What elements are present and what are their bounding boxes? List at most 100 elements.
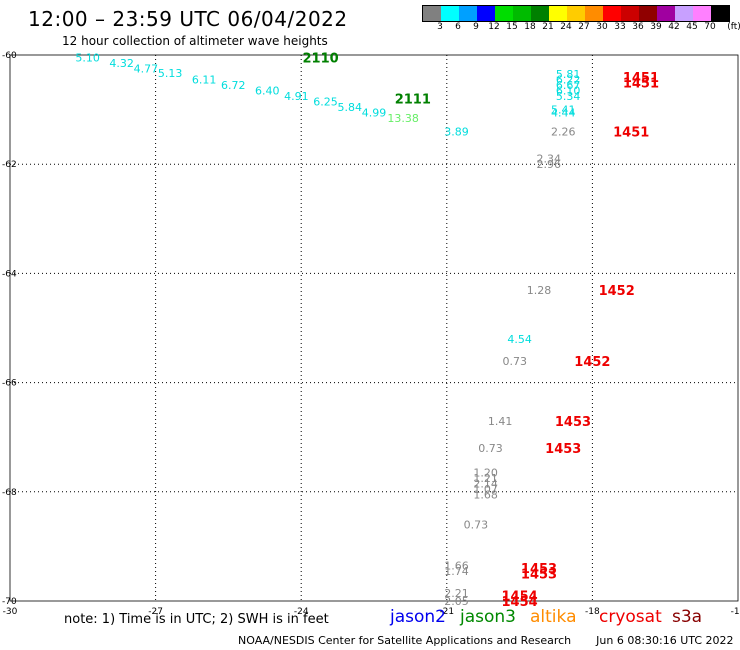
wave-height-label: 2.21 [444,587,469,600]
time-annotation: 1453 [521,562,557,577]
wave-height-label: 6.11 [192,74,217,87]
colorbar-label: 3 [437,22,443,32]
colorbar-swatch [441,6,459,21]
colorbar-label: 33 [614,22,626,32]
colorbar-swatch [639,6,657,21]
wave-height-label: 3.89 [444,125,469,138]
wave-height-label: 5.41 [551,104,576,117]
wave-height-label: 5.34 [556,90,581,103]
colorbar [422,5,730,22]
wave-height-label: 6.40 [255,84,280,97]
wave-height-label: 4.54 [507,333,532,346]
colorbar-swatch [423,6,441,21]
time-annotation: 1453 [521,568,557,583]
wave-height-label: 5.84 [337,101,362,114]
colorbar-label: 70 [704,22,716,32]
colorbar-label: 39 [650,22,662,32]
wave-height-label: 13.38 [387,112,419,125]
wave-height-label: 4.77 [134,63,159,76]
time-annotation: 1451 [623,76,659,91]
colorbar-label: 24 [560,22,572,32]
colorbar-swatch [567,6,585,21]
colorbar-label: 6 [455,22,461,32]
y-tick-label: -64 [2,269,17,279]
wave-height-label: 0.73 [502,355,527,368]
colorbar-label: 18 [524,22,536,32]
colorbar-swatch [711,6,729,21]
wave-height-label: 1.28 [527,284,552,297]
x-tick-label: -21 [439,607,454,617]
wave-height-label: 6.67 [556,79,581,92]
wave-height-label: 5.13 [158,67,183,80]
y-tick-label: -62 [2,160,17,170]
x-tick-label: -27 [148,607,163,617]
legend-s3a: s3a [672,607,703,627]
wave-height-label: 1.68 [473,489,498,502]
wave-height-label: 1.74 [444,565,469,578]
wave-height-label: 5.10 [75,52,100,65]
time-annotation: 1451 [623,71,659,86]
colorbar-swatch [459,6,477,21]
wave-height-label: 6.25 [313,95,338,108]
colorbar-label: 27 [578,22,590,32]
wave-height-label: 1.07 [473,483,498,496]
colorbar-swatch [495,6,513,21]
time-annotation: 1452 [599,284,635,299]
time-annotation: 1453 [545,442,581,457]
wave-height-label: 0.73 [464,519,489,532]
y-tick-label: -60 [2,51,17,61]
footer-credit: NOAA/NESDIS Center for Satellite Applica… [238,634,572,647]
y-tick-label: -68 [2,488,17,498]
x-tick-label: -15 [731,607,740,617]
time-annotation: 1451 [613,125,649,140]
footer-timestamp: Jun 6 08:30:16 UTC 2022 [596,634,734,647]
wave-height-label: 4.32 [109,57,134,70]
note-text: note: 1) Time is in UTC; 2) SWH is in fe… [64,612,329,627]
time-annotation: 2110 [303,52,339,67]
time-annotation: 1454 [502,595,538,610]
wave-height-label: 1.21 [473,472,498,485]
colorbar-swatch [549,6,567,21]
colorbar-swatch [513,6,531,21]
colorbar-label: 30 [596,22,608,32]
colorbar-swatch [477,6,495,21]
wave-height-label: 0.73 [478,442,503,455]
chart-subtitle: 12 hour collection of altimeter wave hei… [62,34,328,48]
wave-height-label: 6.72 [221,79,246,92]
wave-height-label: 5.81 [556,68,581,81]
x-tick-label: -18 [585,607,600,617]
colorbar-swatch [585,6,603,21]
colorbar-swatch [693,6,711,21]
x-tick-label: -24 [294,607,309,617]
wave-height-label: 2.14 [473,478,498,491]
colorbar-swatch [675,6,693,21]
wave-height-label: 2.34 [536,153,561,166]
footer-text: NOAA/NESDIS Center for Satellite Applica… [238,634,734,647]
wave-height-label: 1.20 [473,467,498,480]
wave-height-label: 2.05 [444,595,469,608]
colorbar-label: 12 [488,22,500,32]
y-tick-label: -70 [2,597,17,607]
colorbar-swatch [531,6,549,21]
colorbar-label: 9 [473,22,479,32]
legend-cryosat: cryosat [599,607,662,627]
colorbar-label: 21 [542,22,554,32]
wave-height-label: 6.22 [556,74,581,87]
x-tick-label: -30 [3,607,18,617]
time-annotation: 1452 [574,355,610,370]
wave-height-label: 4.44 [551,106,576,119]
wave-height-label: 2.96 [536,158,561,171]
colorbar-label: (ft) [727,22,740,32]
colorbar-label: 45 [686,22,698,32]
colorbar-label: 15 [506,22,518,32]
legend-altika: altika [530,607,577,627]
time-annotation: 2111 [395,93,431,108]
wave-height-label: 1.41 [488,415,513,428]
colorbar-swatch [621,6,639,21]
colorbar-labels: 3 6 9 12 15 18 21 24 27 30 33 36 39 42 45 70 (ft) [422,22,740,36]
plot-frame [9,54,739,602]
wave-height-label: 6.10 [556,84,581,97]
colorbar-swatch [657,6,675,21]
wave-height-label: 1.66 [444,560,469,573]
